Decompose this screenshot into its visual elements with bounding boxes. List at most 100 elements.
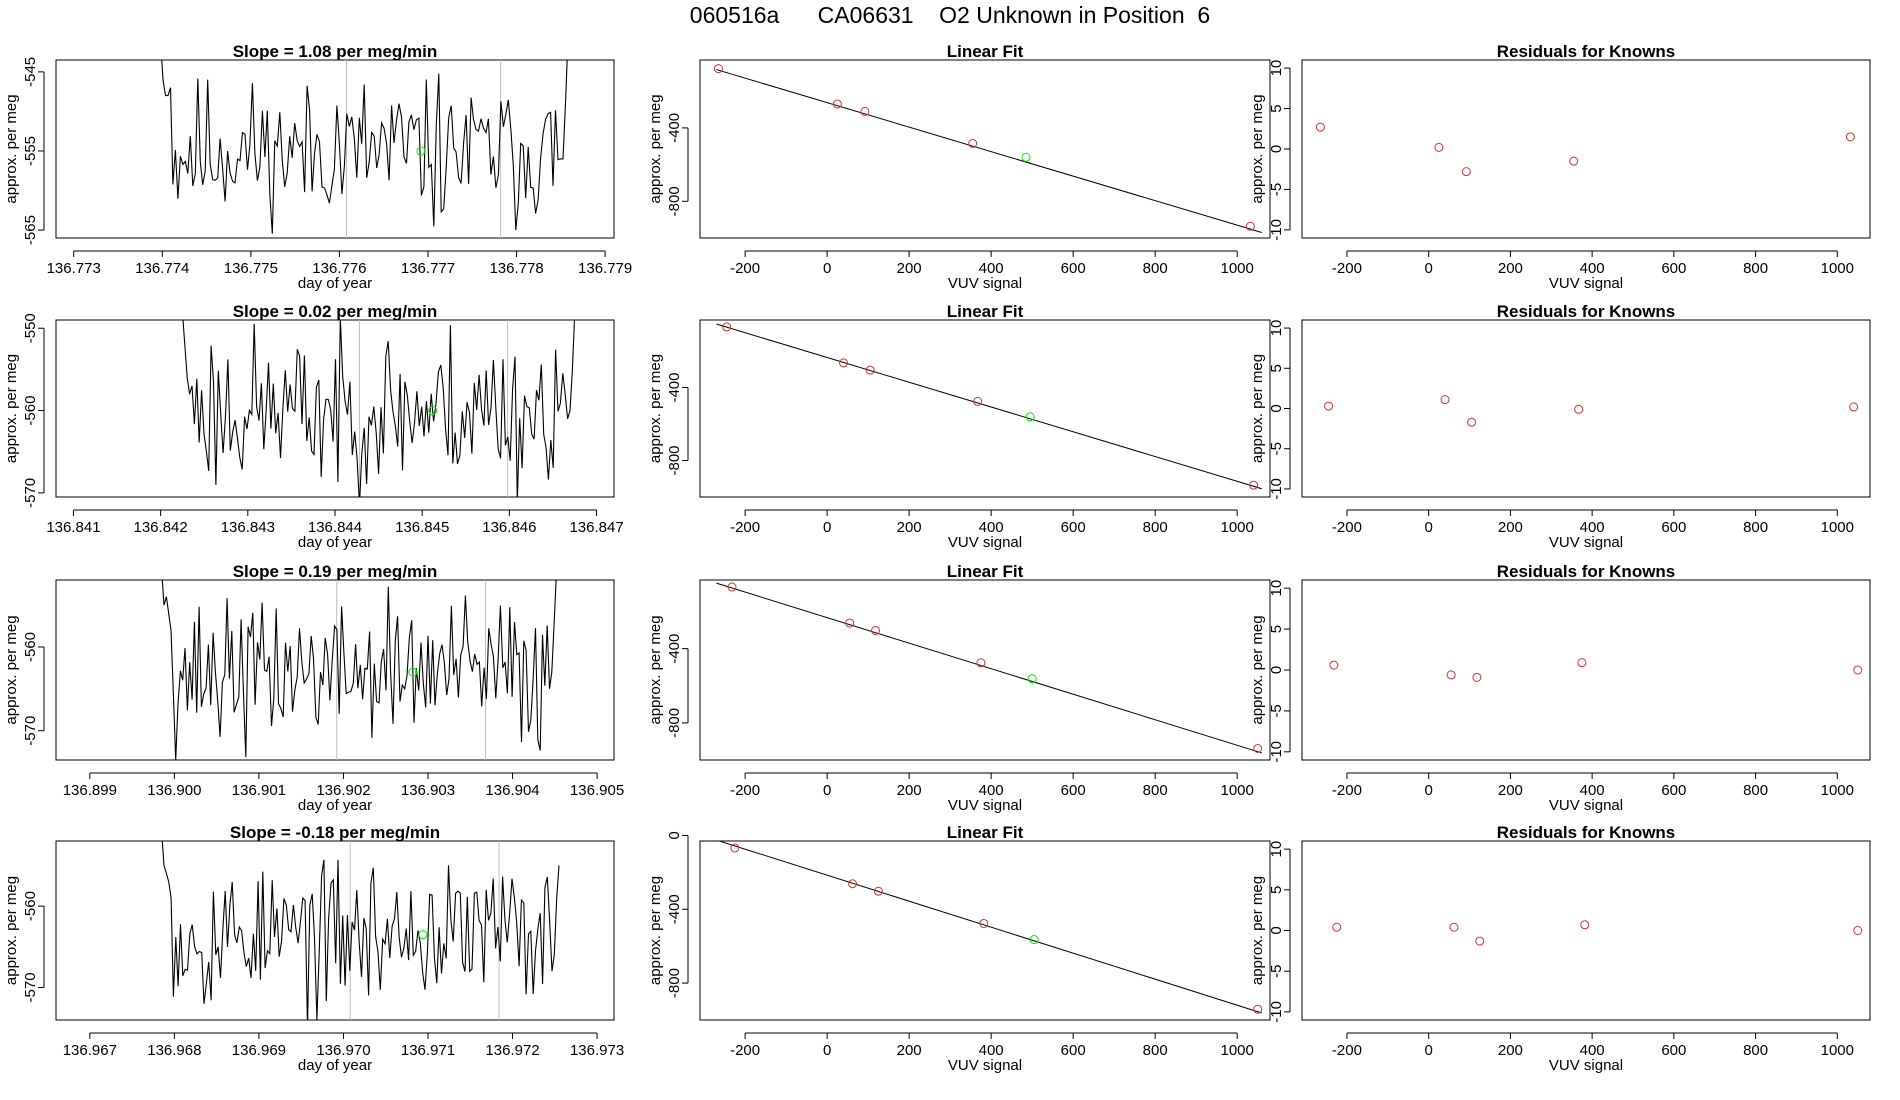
- x-axis-label: VUV signal: [1549, 275, 1623, 292]
- panel-fit-4: Linear Fit -200 0 200 400 600 800 1000 VUV signa…: [647, 823, 1271, 1074]
- y-tick-label: -400: [666, 113, 683, 143]
- x-axis-label: VUV signal: [948, 797, 1022, 814]
- x-tick-label: 0: [1425, 519, 1433, 536]
- known-point: [1249, 480, 1259, 490]
- y-tick-label: -550: [22, 313, 39, 343]
- x-tick-label: 136.905: [570, 782, 624, 799]
- y-tick-label: -5: [1268, 965, 1285, 978]
- known-point: [873, 886, 883, 896]
- known-point: [973, 396, 983, 406]
- data-trace: [161, 841, 560, 1020]
- fit-line: [716, 323, 1262, 490]
- x-tick-label: 200: [1498, 519, 1523, 536]
- x-axis-label: VUV signal: [948, 275, 1022, 292]
- x-tick-label: 400: [979, 782, 1004, 799]
- x-tick-label: 136.845: [395, 519, 449, 536]
- y-tick-label: -555: [22, 136, 39, 166]
- y-tick-label: 5: [1268, 625, 1285, 633]
- y-tick-label: 10: [1268, 60, 1285, 77]
- x-tick-label: 800: [1743, 260, 1768, 277]
- known-point: [1253, 743, 1263, 753]
- y-tick-label: -570: [22, 478, 39, 508]
- x-tick-label: 136.777: [401, 260, 455, 277]
- unknown-marker: [428, 406, 438, 416]
- x-tick-label: 0: [1425, 1042, 1433, 1059]
- residual-point: [1467, 417, 1477, 427]
- y-tick-label: -565: [22, 215, 39, 245]
- x-tick-label: 136.968: [147, 1042, 201, 1059]
- data-trace: [161, 580, 557, 760]
- x-tick-label: 200: [897, 1042, 922, 1059]
- y-tick-label: -10: [1268, 219, 1285, 241]
- y-tick-label: 10: [1268, 580, 1285, 597]
- known-point: [713, 64, 723, 74]
- x-tick-label: 0: [1425, 260, 1433, 277]
- x-axis-label: VUV signal: [1549, 1057, 1623, 1074]
- known-point: [1253, 1004, 1263, 1014]
- y-tick-label: -400: [666, 894, 683, 924]
- panel-title: Slope = 0.19 per meg/min: [233, 562, 438, 581]
- panel-resid-2: Residuals for Knowns-200 0 200 400 600 800 100…: [1249, 302, 1871, 551]
- residual-point: [1324, 401, 1334, 411]
- x-tick-label: 136.844: [308, 519, 362, 536]
- x-tick-label: -200: [1332, 782, 1362, 799]
- residual-point: [1849, 402, 1859, 412]
- panel-fit-2: Linear Fit -200 0 200 400 600 800 1000 VUV signa…: [647, 302, 1271, 551]
- x-tick-label: 136.776: [312, 260, 366, 277]
- y-tick-label: 10: [1268, 320, 1285, 337]
- fit-line: [717, 841, 1262, 1014]
- unknown-point: [1021, 152, 1031, 162]
- y-tick-label: -570: [22, 716, 39, 746]
- x-axis-label: VUV signal: [948, 1057, 1022, 1074]
- y-axis-label: approx. per meg: [647, 876, 664, 985]
- x-tick-label: 200: [1498, 782, 1523, 799]
- y-tick-label: 0: [1268, 145, 1285, 153]
- x-tick-label: 136.973: [570, 1042, 624, 1059]
- panel-trace-2: Slope = 0.02 per meg/min 136.841 136.842 13…: [3, 302, 624, 551]
- x-axis-label: VUV signal: [1549, 797, 1623, 814]
- x-tick-label: 400: [1580, 782, 1605, 799]
- unknown-marker: [418, 930, 428, 940]
- y-tick-label: -5: [1268, 704, 1285, 717]
- y-tick-label: 10: [1268, 841, 1285, 858]
- unknown-marker: [416, 146, 426, 156]
- x-axis-label: day of year: [298, 275, 372, 292]
- y-tick-label: -10: [1268, 1001, 1285, 1023]
- x-tick-label: 136.775: [224, 260, 278, 277]
- x-axis-label: day of year: [298, 534, 372, 551]
- y-axis-label: approx. per meg: [647, 354, 664, 463]
- y-axis-label: approx. per meg: [1249, 615, 1266, 724]
- plot-frame: [55, 59, 615, 239]
- x-tick-label: 136.841: [46, 519, 100, 536]
- y-axis-label: approx. per meg: [1249, 876, 1266, 985]
- residual-point: [1446, 670, 1456, 680]
- x-tick-label: 400: [1580, 260, 1605, 277]
- y-tick-label: -5: [1268, 183, 1285, 196]
- y-axis-label: approx. per meg: [3, 615, 20, 724]
- x-tick-label: 200: [1498, 260, 1523, 277]
- plot-area: [1324, 395, 1859, 427]
- panel-title: Residuals for Knowns: [1497, 823, 1676, 842]
- x-tick-label: 136.971: [401, 1042, 455, 1059]
- plot-area: [161, 580, 557, 760]
- panel-title: Slope = 0.02 per meg/min: [233, 302, 438, 321]
- known-point: [832, 99, 842, 109]
- residual-point: [1853, 926, 1863, 935]
- x-tick-label: 200: [897, 260, 922, 277]
- plot-frame: [699, 59, 1271, 239]
- x-tick-label: 1000: [1221, 260, 1254, 277]
- plot-area: [182, 320, 576, 497]
- plot-area: [161, 841, 560, 1020]
- plot-area: [1329, 658, 1863, 682]
- x-tick-label: 600: [1061, 519, 1086, 536]
- unknown-point: [1025, 412, 1035, 422]
- panel-resid-4: Residuals for Knowns-200 0 200 400 600 800 100…: [1249, 823, 1871, 1074]
- panel-title: Linear Fit: [947, 823, 1024, 842]
- x-tick-label: 1000: [1821, 782, 1854, 799]
- panel-resid-1: Residuals for Knowns-200 0 200 400 600 800 100…: [1249, 42, 1871, 292]
- x-tick-label: 200: [1498, 1042, 1523, 1059]
- residual-point: [1845, 132, 1855, 142]
- x-tick-label: 136.904: [485, 782, 539, 799]
- plot-area: [716, 582, 1263, 754]
- x-tick-label: 800: [1743, 782, 1768, 799]
